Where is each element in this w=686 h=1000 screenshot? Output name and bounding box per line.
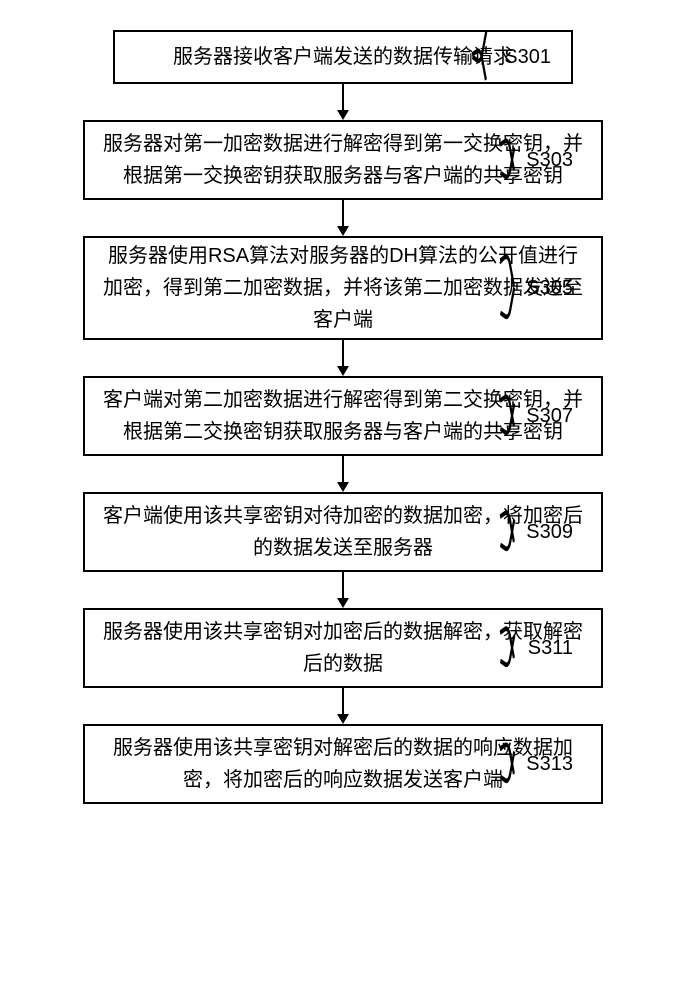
arrow-down-icon <box>333 456 353 492</box>
arrow-down-icon <box>333 84 353 120</box>
step-label: S303 <box>526 149 573 172</box>
step-box: 客户端使用该共享密钥对待加密的数据加密，将加密后的数据发送至服务器 <box>83 492 603 572</box>
step-label: S307 <box>526 405 573 428</box>
step-label: S311 <box>528 637 573 660</box>
step-box: 服务器使用RSA算法对服务器的DH算法的公开值进行加密，得到第二加密数据，并将该… <box>83 236 603 340</box>
step-text: 服务器接收客户端发送的数据传输请求 <box>173 41 513 73</box>
flow-step-s303: 服务器对第一加密数据进行解密得到第一交换密钥，并根据第一交换密钥获取服务器与客户… <box>83 120 603 200</box>
flowchart-root: 服务器接收客户端发送的数据传输请求╮╯S301 服务器对第一加密数据进行解密得到第… <box>83 30 603 804</box>
arrow-down-icon <box>333 200 353 236</box>
step-label: S301 <box>504 46 551 69</box>
step-box: 客户端对第二加密数据进行解密得到第二交换密钥，并根据第二交换密钥获取服务器与客户… <box>83 376 603 456</box>
flow-step-s301: 服务器接收客户端发送的数据传输请求╮╯S301 <box>83 30 603 84</box>
step-box: 服务器使用该共享密钥对解密后的数据的响应数据加密，将加密后的响应数据发送客户端 <box>83 724 603 804</box>
step-label: S313 <box>526 753 573 776</box>
arrow-down-icon <box>333 572 353 608</box>
flow-step-s307: 客户端对第二加密数据进行解密得到第二交换密钥，并根据第二交换密钥获取服务器与客户… <box>83 376 603 456</box>
step-label: S309 <box>526 521 573 544</box>
arrow-down-icon <box>333 688 353 724</box>
flow-step-s311: 服务器使用该共享密钥对加密后的数据解密，获取解密后的数据╮╯S311 <box>83 608 603 688</box>
arrow-down-icon <box>333 340 353 376</box>
flow-step-s313: 服务器使用该共享密钥对解密后的数据的响应数据加密，将加密后的响应数据发送客户端╮… <box>83 724 603 804</box>
step-label: S305 <box>526 277 573 300</box>
flow-step-s305: 服务器使用RSA算法对服务器的DH算法的公开值进行加密，得到第二加密数据，并将该… <box>83 236 603 340</box>
step-box: 服务器对第一加密数据进行解密得到第一交换密钥，并根据第一交换密钥获取服务器与客户… <box>83 120 603 200</box>
step-box: 服务器使用该共享密钥对加密后的数据解密，获取解密后的数据 <box>83 608 603 688</box>
flow-step-s309: 客户端使用该共享密钥对待加密的数据加密，将加密后的数据发送至服务器╮╯S309 <box>83 492 603 572</box>
